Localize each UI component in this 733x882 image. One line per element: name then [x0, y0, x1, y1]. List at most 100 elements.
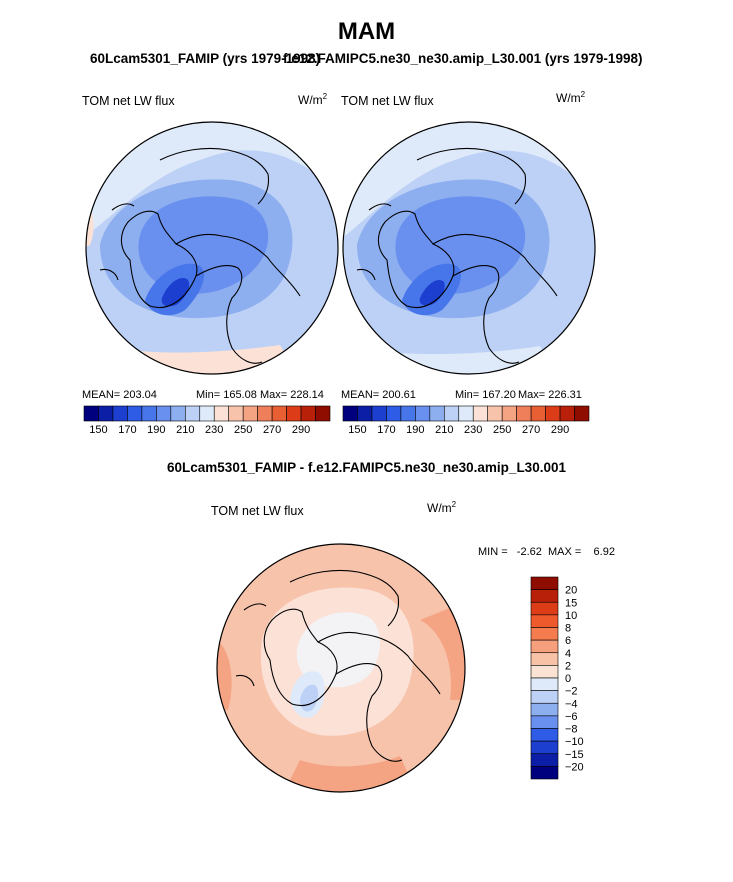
right-colorbar-box [487, 405, 503, 422]
main-title: MAM [337, 18, 396, 45]
difference-colorbar-tick-label: −10 [565, 736, 584, 748]
left-colorbar-tick-label: 250 [234, 424, 252, 436]
left-colorbar-box [242, 405, 258, 422]
difference-colorbar-box [530, 589, 559, 603]
difference-colorbar-tick-label: −15 [565, 749, 584, 761]
difference-colorbar-tick-label: 2 [565, 660, 571, 672]
difference-colorbar-tick-label: 10 [565, 610, 577, 622]
left-units-exponent: 2 [322, 92, 328, 101]
right-colorbar-box [415, 405, 431, 422]
right-colorbar-tick-label: 230 [464, 424, 482, 436]
difference-variable-label: TOM net LW flux [211, 504, 304, 518]
right-map-coastlines [356, 147, 558, 364]
difference-colorbar-box [530, 690, 559, 704]
right-colorbar-box [342, 405, 358, 422]
left-colorbar-box [98, 405, 114, 422]
diff-units-exponent: 2 [451, 500, 457, 509]
left-colorbar-tick-label: 290 [292, 424, 310, 436]
left-panel-units: W/m2 [298, 92, 327, 107]
difference-colorbar-box [530, 715, 559, 729]
left-colorbar-box [170, 405, 186, 422]
left-colorbar-tick-label: 150 [89, 424, 107, 436]
left-colorbar-tick-label: 270 [263, 424, 281, 436]
difference-colorbar-box [530, 627, 559, 641]
right-colorbar-box [386, 405, 402, 422]
left-colorbar-box [271, 405, 287, 422]
right-panel-subtitle: f.e12.FAMIPC5.ne30_ne30.amip_L30.001 (yr… [283, 51, 643, 66]
difference-colorbar-tick-label: −4 [565, 698, 578, 710]
difference-colorbar-box [530, 652, 559, 666]
difference-colorbar-box [530, 677, 559, 691]
left-colorbar-box [141, 405, 157, 422]
right-colorbar-box [559, 405, 575, 422]
left-colorbar-box [213, 405, 230, 422]
right-colorbar-box [545, 405, 561, 422]
right-colorbar-box [516, 405, 532, 422]
difference-colorbar-tick-label: −6 [565, 711, 578, 723]
left-colorbar-box [300, 405, 316, 422]
difference-colorbar-tick-label: 8 [565, 623, 571, 635]
left-colorbar-tick-label: 170 [118, 424, 136, 436]
right-colorbar-tick-label: 250 [493, 424, 511, 436]
left-colorbar-box [184, 405, 201, 422]
right-colorbar-tick-label: 150 [348, 424, 366, 436]
difference-colorbar-box [530, 766, 559, 780]
difference-colorbar-tick-label: 20 [565, 585, 577, 597]
left-panel-subtitle: 60Lcam5301_FAMIP (yrs 1979-1998) [90, 51, 321, 66]
left-colorbar-box [257, 405, 273, 422]
left-colorbar-tick-label: 190 [147, 424, 165, 436]
difference-colorbar-box [530, 665, 559, 679]
difference-colorbar-tick-label: 6 [565, 635, 571, 647]
right-colorbar-tick-label: 270 [522, 424, 540, 436]
diff-map-border [216, 543, 466, 793]
difference-title: 60Lcam5301_FAMIP - f.e12.FAMIPC5.ne30_ne… [167, 460, 566, 475]
left-panel-variable-label: TOM net LW flux [82, 94, 175, 108]
left-min-stat: Min= 165.08 [196, 389, 257, 401]
left-colorbar-box [112, 405, 128, 422]
right-map-greenland-core [419, 279, 445, 306]
difference-colorbar-box [530, 753, 559, 767]
diff-units-base: W/m [427, 501, 452, 515]
right-colorbar-box [443, 405, 460, 422]
left-map-coastlines [99, 147, 301, 364]
right-panel-units: W/m2 [556, 90, 585, 105]
difference-colorbar-tick-label: 4 [565, 648, 571, 660]
left-polar-map [85, 121, 339, 375]
left-map-light-band [86, 122, 338, 240]
difference-minmax-stat: MIN = -2.62 MAX = 6.92 [478, 546, 615, 558]
left-colorbar-box [127, 405, 143, 422]
left-colorbar-tick-label: 230 [205, 424, 223, 436]
difference-colorbar-tick-label: −2 [565, 686, 578, 698]
right-polar-map [342, 121, 596, 375]
left-colorbar-box [315, 405, 331, 422]
difference-colorbar-box [530, 702, 559, 717]
right-colorbar-box [458, 405, 474, 422]
right-map-light-band [343, 122, 595, 242]
right-colorbar-tick-label: 190 [406, 424, 424, 436]
right-colorbar-box [371, 405, 387, 422]
right-min-stat: Min= 167.20 [455, 389, 516, 401]
right-colorbar-box [357, 405, 373, 422]
right-colorbar-box [400, 405, 416, 422]
right-colorbar-box [574, 405, 590, 422]
difference-colorbar-box [530, 728, 559, 742]
right-colorbar-tick-label: 170 [377, 424, 395, 436]
left-map-border [85, 121, 339, 375]
difference-colorbar-tick-label: 15 [565, 597, 577, 609]
diff-map-coastlines [235, 569, 441, 762]
right-colorbar-tick-label: 210 [435, 424, 453, 436]
left-colorbar-box [286, 405, 302, 422]
right-max-stat: Max= 226.31 [518, 389, 582, 401]
left-units-base: W/m [298, 93, 323, 107]
difference-colorbar-tick-label: −20 [565, 761, 584, 773]
left-mean-stat: MEAN= 203.04 [82, 389, 157, 401]
left-colorbar-box [228, 405, 244, 422]
difference-polar-map [216, 543, 466, 793]
difference-colorbar-box [530, 639, 559, 654]
difference-colorbar-tick-label: 0 [565, 673, 571, 685]
right-colorbar-box [429, 405, 445, 422]
difference-colorbar-box [530, 614, 559, 628]
diff-map-warm-patch-west [217, 640, 232, 710]
difference-colorbar-box [530, 576, 559, 590]
